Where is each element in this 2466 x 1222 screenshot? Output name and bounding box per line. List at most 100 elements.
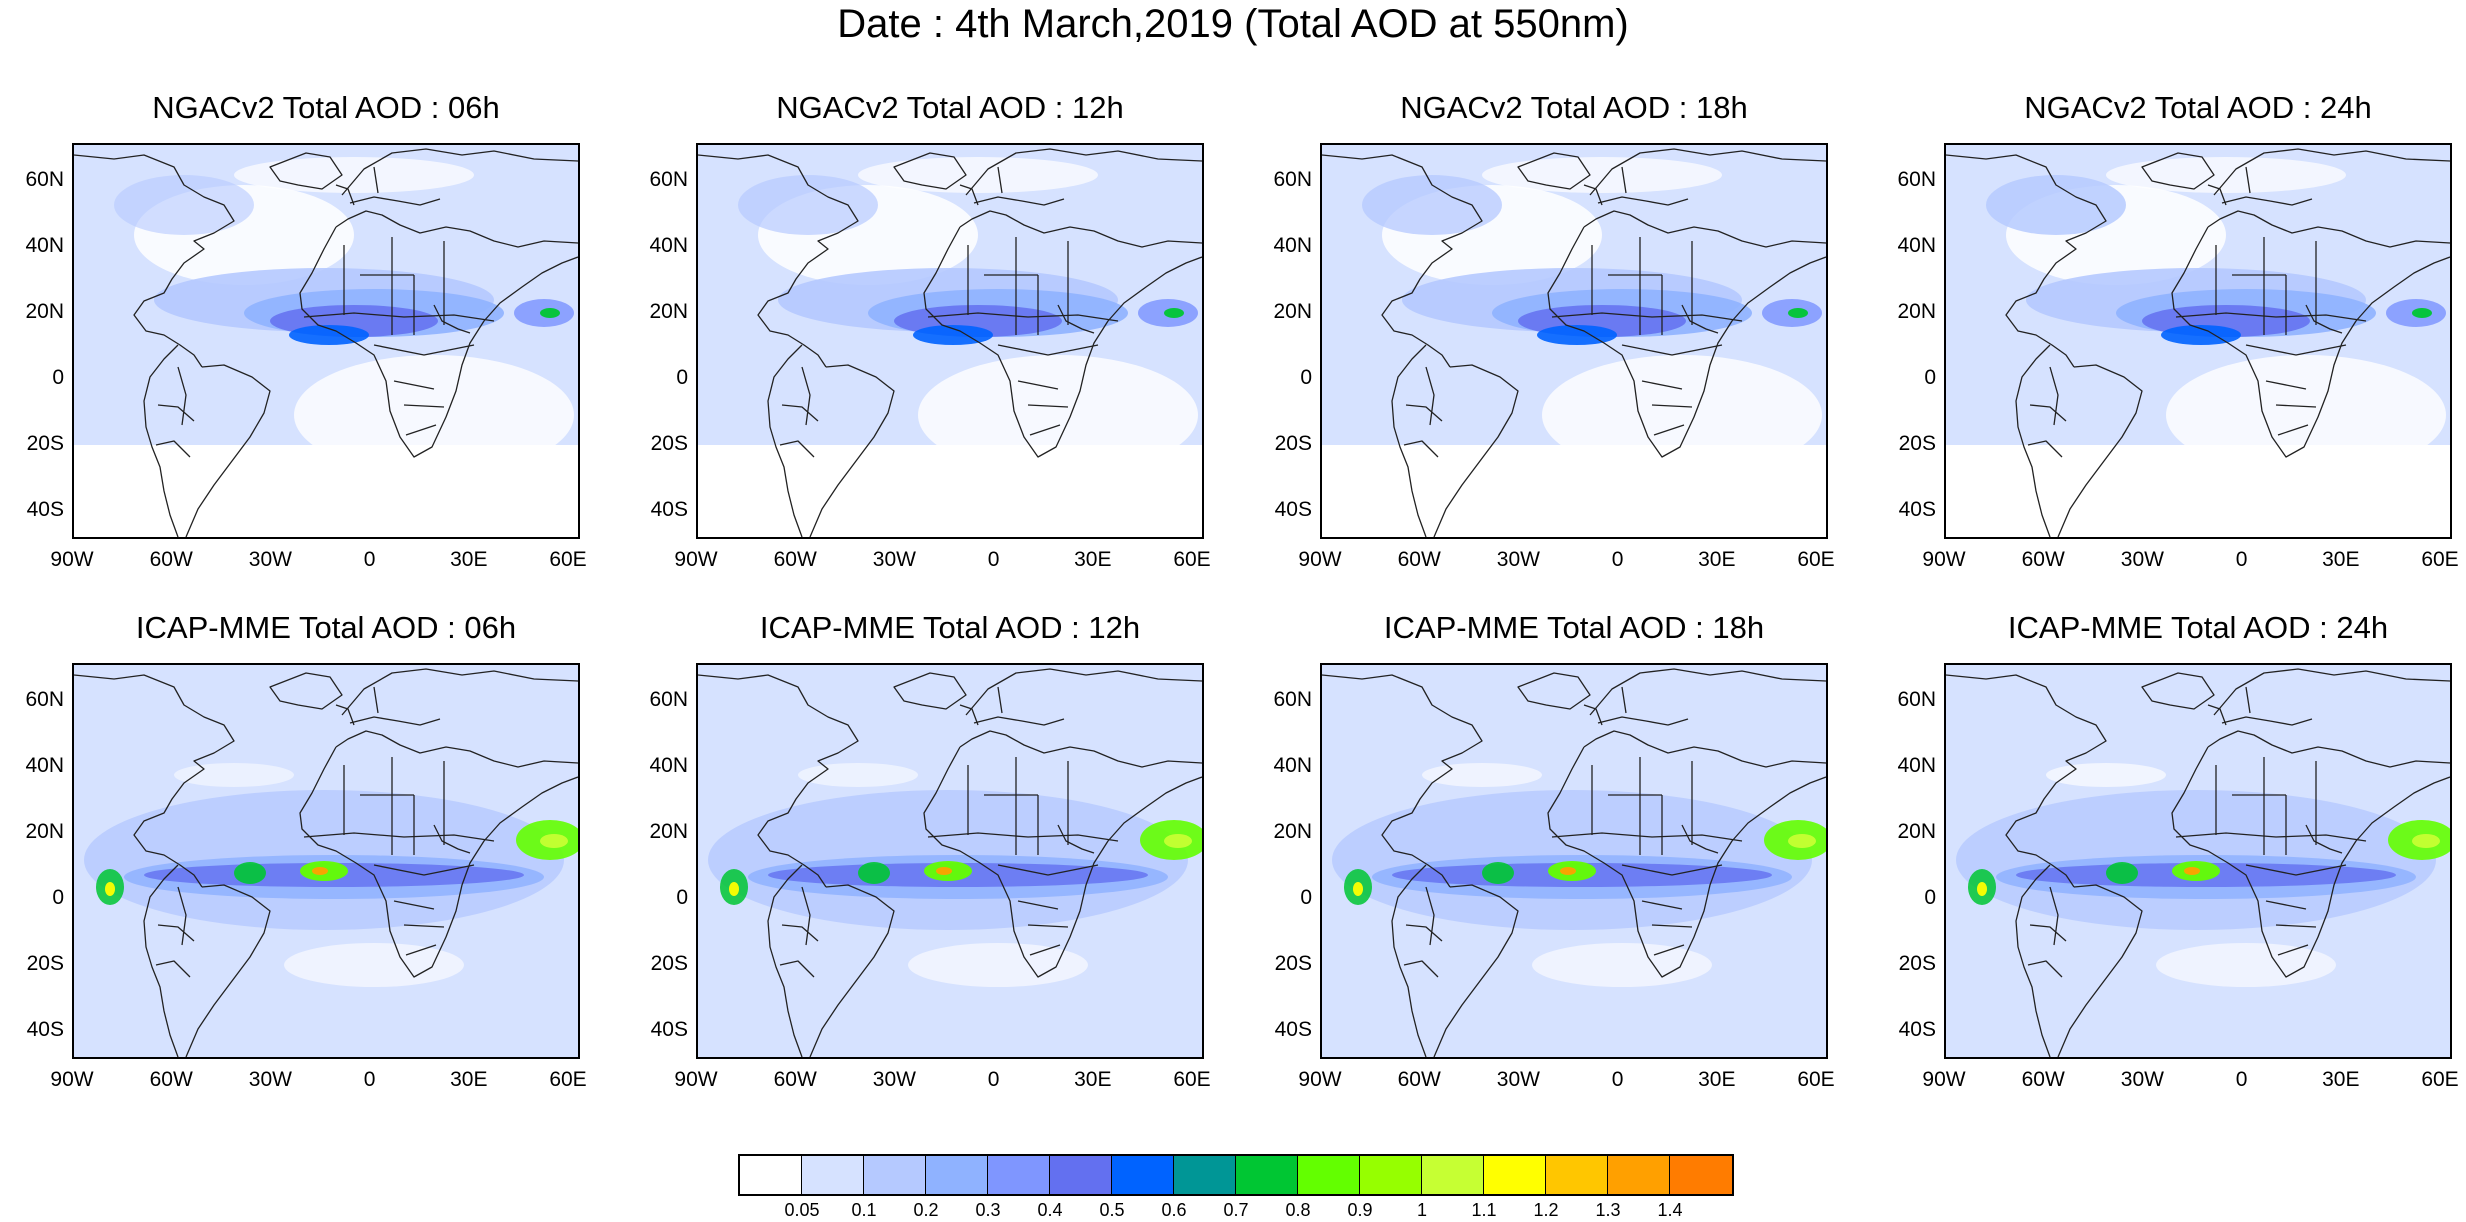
coastline-8 [2221, 716, 2313, 726]
coastline-4 [923, 746, 1202, 978]
latitude-label: 40S [1898, 1018, 1936, 1041]
colorbar-label: 0.6 [1161, 1200, 1187, 1220]
coastline-2 [767, 344, 803, 537]
coastline-3 [1433, 884, 1519, 1057]
latitude-label: 0 [676, 366, 688, 389]
coastline-3 [2057, 364, 2143, 537]
latitude-label: 20N [1897, 300, 1936, 323]
coastline-12 [335, 686, 379, 726]
longitude-label: 90W [674, 1068, 718, 1091]
coastline-2 [143, 344, 179, 537]
aod-hotspot-south-america-core [105, 882, 115, 896]
colorbar-swatch [1112, 1156, 1174, 1194]
aod-arabia-core [1164, 308, 1184, 318]
coastline-2 [143, 864, 179, 1057]
coastline-14 [2305, 824, 2343, 854]
coastline-8 [973, 196, 1065, 206]
colorbar-swatch [1236, 1156, 1298, 1194]
coastline-5 [335, 210, 578, 248]
longitude-label: 60W [2021, 548, 2065, 571]
coastline-9 [927, 832, 1119, 842]
longitude-label: 90W [1298, 1068, 1342, 1091]
longitude-label: 0 [987, 1068, 1000, 1091]
longitude-label: 90W [1922, 548, 1966, 571]
latitude-label: 20N [1897, 820, 1936, 843]
aod-hotspot-south-america-core [1977, 882, 1987, 896]
latitude-label: 20S [26, 952, 64, 975]
aod-north-atlantic-plume [114, 175, 254, 235]
coastline-2 [2015, 864, 2051, 1057]
latitude-label: 40S [1274, 1018, 1312, 1041]
aod-arabia-core [1788, 834, 1816, 848]
coastline-11 [393, 380, 445, 436]
latitude-label: 0 [1924, 886, 1936, 909]
longitude-label: 60E [2421, 548, 2459, 571]
clear-region-southern-africa [294, 355, 574, 475]
panel-title: ICAP-MME Total AOD : 24h [2007, 610, 2389, 645]
aod-map [1322, 145, 1826, 537]
coastline-11 [2265, 900, 2317, 956]
latitude-label: 20S [650, 432, 688, 455]
longitude-label: 30W [248, 548, 292, 571]
aod-north-atlantic-plume [1986, 175, 2126, 235]
aod-map [1946, 145, 2450, 537]
longitude-label: 60E [549, 1068, 587, 1091]
coastline-14 [433, 304, 471, 334]
coastline-8 [1597, 196, 1689, 206]
aod-arabia-core [540, 308, 560, 318]
coastline-12 [1583, 166, 1627, 206]
colorbar-swatch [1608, 1156, 1670, 1194]
coastline-4 [1547, 226, 1826, 458]
coastline-10 [967, 757, 1099, 876]
latitude-label: 20N [649, 300, 688, 323]
coastline-7 [965, 148, 1202, 196]
coastline-4 [923, 226, 1202, 458]
latitude-label: 20N [25, 300, 64, 323]
coastline-4 [2171, 226, 2450, 458]
coastline-8 [1597, 716, 1689, 726]
coastline-3 [2057, 884, 2143, 1057]
latitude-label: 40S [650, 1018, 688, 1041]
latitude-label: 20S [1274, 952, 1312, 975]
coastline-6 [269, 672, 343, 710]
longitude-label: 60E [1797, 548, 1835, 571]
latitude-label: 0 [1300, 886, 1312, 909]
longitude-label: 60W [1397, 548, 1441, 571]
longitude-label: 90W [50, 1068, 94, 1091]
latitude-label: 0 [52, 366, 64, 389]
longitude-label: 30W [872, 1068, 916, 1091]
latitude-label: 20N [1273, 300, 1312, 323]
longitude-label: 60E [1173, 1068, 1211, 1091]
coastline-3 [185, 364, 271, 537]
latitude-label: 20S [650, 952, 688, 975]
latitude-label: 40S [26, 1018, 64, 1041]
panel-title: ICAP-MME Total AOD : 12h [759, 610, 1141, 645]
aod-north-atlantic-plume [1362, 175, 1502, 235]
panel-title: NGACv2 Total AOD : 12h [776, 90, 1124, 125]
coastline-1 [1322, 674, 1483, 888]
colorbar-label: 0.4 [1037, 1200, 1063, 1220]
aod-arabia-core [2412, 834, 2440, 848]
longitude-label: 60W [149, 548, 193, 571]
aod-map [74, 665, 578, 1057]
longitude-label: 60E [2421, 1068, 2459, 1091]
latitude-label: 20N [25, 820, 64, 843]
aod-hotspot-atlantic [1482, 862, 1514, 884]
latitude-label: 40S [26, 498, 64, 521]
latitude-label: 40N [25, 234, 64, 257]
clear-patch-southern-africa [1532, 943, 1712, 987]
longitude-label: 30E [450, 1068, 488, 1091]
latitude-label: 0 [676, 886, 688, 909]
coastline-11 [1017, 380, 1069, 436]
colorbar-swatch [1174, 1156, 1236, 1194]
latitude-label: 40S [1898, 498, 1936, 521]
coastline-14 [1057, 824, 1095, 854]
aod-hotspot-atlantic [858, 862, 890, 884]
coastline-9 [303, 832, 495, 842]
latitude-label: 60N [1897, 168, 1936, 191]
aod-map [698, 145, 1202, 537]
longitude-label: 60W [149, 1068, 193, 1091]
clear-patch-southern-africa [2156, 943, 2336, 987]
colorbar-label: 0.8 [1285, 1200, 1311, 1220]
longitude-label: 30E [2322, 1068, 2360, 1091]
